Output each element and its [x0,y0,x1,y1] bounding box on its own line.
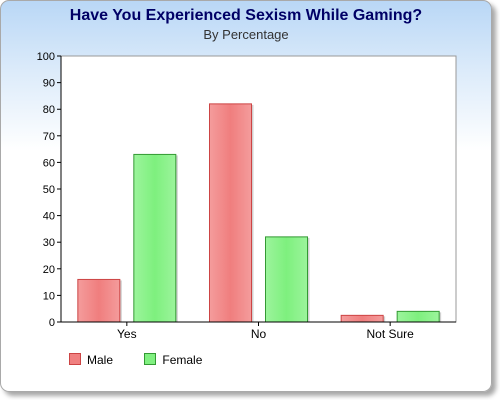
plot-area: 0 10 20 30 40 50 60 70 80 90 100 Yes No Not Sure [37,51,457,341]
y-tick-label-10: 10 [43,290,55,302]
bar-female-yes [133,153,177,323]
x-tick-label-yes: Yes [117,327,137,341]
x-tick-label-not-sure: Not Sure [366,327,414,341]
plot-background [60,55,457,323]
y-tick-label-80: 80 [43,104,55,116]
y-tick-label-70: 70 [43,131,55,143]
legend-swatch-male [69,353,81,365]
legend-label-female: Female [162,353,203,367]
legend-label-male: Male [87,353,114,367]
chart-subtitle: By Percentage [203,27,289,42]
bar-male-not-sure [340,314,384,323]
y-tick-label-50: 50 [43,184,55,196]
bar-female-no [265,236,308,323]
legend-swatch-female [144,353,157,365]
legend-item-male: Male [69,353,113,367]
y-tick-label-90: 90 [43,78,55,90]
y-tick-label-20: 20 [43,264,55,276]
y-tick-label-60: 60 [43,157,55,169]
bar-male-no [209,103,252,323]
x-tick-label-no: No [251,327,267,341]
chart-frame: Have You Experienced Sexism While Gaming… [0,0,492,392]
legend: Male Female [69,353,230,367]
y-tick-label-40: 40 [43,211,55,223]
bar-male-yes [77,278,121,323]
bar-female-not-sure [396,310,440,323]
y-tick-label-30: 30 [43,237,55,249]
legend-item-female: Female [144,353,202,367]
y-tick-label-0: 0 [49,317,55,329]
y-tick-label-100: 100 [37,51,55,63]
chart-title: Have You Experienced Sexism While Gaming… [69,7,423,24]
